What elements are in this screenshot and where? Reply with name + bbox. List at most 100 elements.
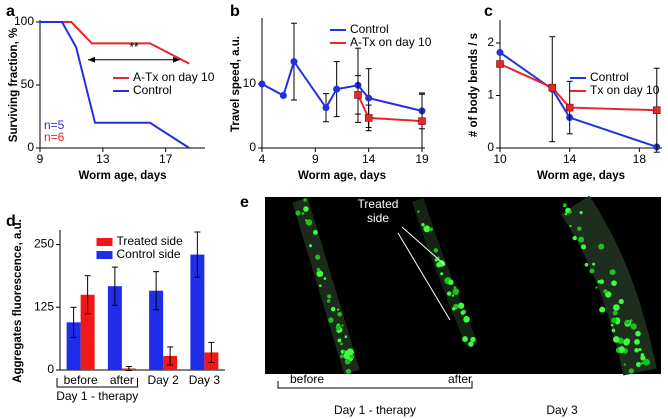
panel-letter: d bbox=[6, 213, 16, 230]
microscopy-panel: e Treated side before after Day 1 - ther… bbox=[240, 194, 661, 417]
point bbox=[565, 103, 574, 112]
series-line bbox=[499, 63, 657, 112]
y-axis-title: # of body bends / s bbox=[468, 33, 480, 137]
y-axis-title: Aggregates fluorescence, a.u. bbox=[12, 219, 24, 383]
bar bbox=[66, 322, 81, 370]
annotation: n=6 bbox=[44, 130, 65, 144]
error-bar bbox=[167, 346, 174, 366]
image-label: before bbox=[290, 372, 324, 386]
fluorescent-spot bbox=[623, 363, 626, 366]
fluorescent-spot bbox=[579, 211, 583, 215]
fluorescent-spot bbox=[618, 298, 624, 305]
y-tick-label: 10 bbox=[243, 76, 257, 90]
series-line bbox=[40, 21, 190, 65]
fluorescent-spot bbox=[323, 277, 327, 280]
x-tick-label: 18 bbox=[633, 152, 647, 166]
y-tick-label: 2 bbox=[487, 35, 494, 49]
error-bar bbox=[194, 231, 201, 278]
point bbox=[365, 94, 373, 102]
fluorescent-spot bbox=[629, 319, 633, 323]
y-tick-label: 0 bbox=[249, 140, 256, 154]
fluorescent-spot bbox=[305, 219, 313, 226]
x-tick-label: after bbox=[110, 373, 134, 387]
group-bracket bbox=[56, 378, 138, 388]
fluorescent-spot bbox=[598, 243, 605, 250]
fluorescent-spot bbox=[613, 304, 620, 311]
point bbox=[496, 48, 504, 56]
fluorescent-spot bbox=[612, 310, 618, 316]
fluorescent-spot bbox=[581, 244, 587, 250]
bar bbox=[107, 286, 122, 370]
fluorescent-spot bbox=[564, 212, 568, 216]
fluorescent-spot bbox=[345, 368, 352, 374]
point bbox=[548, 83, 557, 92]
fluorescent-spot bbox=[634, 348, 639, 353]
fluorescent-spot bbox=[340, 342, 343, 346]
panel-letter: c bbox=[484, 3, 493, 20]
fluorescent-spot bbox=[417, 210, 420, 213]
group-label: Day 1 - therapy bbox=[56, 389, 138, 403]
fluorescent-spot bbox=[638, 348, 642, 352]
group-bracket bbox=[277, 381, 473, 389]
fluorescent-spot bbox=[595, 286, 598, 289]
x-axis-title: Worm age, days bbox=[298, 170, 386, 182]
fluorescent-spot bbox=[624, 338, 631, 345]
point bbox=[653, 106, 661, 114]
x-tick-label: 9 bbox=[312, 152, 319, 166]
annotation: ** bbox=[129, 40, 139, 54]
fluorescent-spot bbox=[599, 306, 606, 313]
fluorescent-spot bbox=[611, 328, 616, 333]
y-axis-title: Surviving fraction, % bbox=[8, 28, 20, 142]
fluorescent-spot bbox=[429, 227, 433, 231]
fluorescent-spot bbox=[462, 336, 468, 342]
point bbox=[418, 117, 426, 125]
fluorescent-spot bbox=[584, 262, 589, 267]
x-tick-label: before bbox=[64, 373, 98, 387]
fluorescent-spot bbox=[453, 286, 457, 290]
y-tick-label: 0 bbox=[27, 140, 34, 154]
bar bbox=[80, 294, 95, 370]
fluorescent-spot bbox=[335, 324, 342, 331]
point bbox=[354, 91, 362, 99]
fluorescent-spot bbox=[350, 354, 355, 359]
worm-body bbox=[560, 195, 657, 376]
fluorescent-spot bbox=[303, 198, 307, 202]
error-bar bbox=[70, 306, 77, 338]
panel-letter: a bbox=[6, 3, 15, 20]
bar bbox=[190, 254, 205, 370]
fluorescent-spot bbox=[440, 272, 444, 276]
fluorescent-spot bbox=[316, 270, 324, 278]
y-tick-label: 0 bbox=[487, 140, 494, 154]
x-tick-label: 13 bbox=[96, 152, 110, 166]
point bbox=[279, 92, 287, 100]
point bbox=[258, 80, 266, 88]
fluorescent-spot bbox=[437, 256, 440, 259]
legend-label: Control bbox=[133, 83, 172, 97]
fluorescent-spot bbox=[327, 294, 332, 299]
fluorescent-spot bbox=[344, 350, 349, 355]
y-tick-label: 50 bbox=[21, 77, 35, 91]
point bbox=[290, 58, 298, 66]
group-label: Day 1 - therapy bbox=[334, 403, 416, 417]
worm-body bbox=[412, 198, 478, 348]
fluorescent-spot bbox=[337, 329, 341, 334]
y-tick-label: 0 bbox=[47, 362, 54, 376]
fluorescent-spot bbox=[610, 323, 614, 327]
legend-label: Control side bbox=[117, 247, 181, 261]
fluorescent-spot bbox=[295, 210, 301, 216]
annotation-pointer bbox=[401, 226, 446, 266]
bar bbox=[149, 290, 164, 370]
fluorescent-spot bbox=[630, 323, 637, 330]
fluorescent-spot bbox=[301, 211, 305, 215]
point bbox=[364, 114, 373, 122]
x-tick-label: 17 bbox=[159, 152, 173, 166]
error-bar bbox=[111, 266, 118, 306]
worm-body bbox=[292, 197, 360, 375]
fluorescent-spot bbox=[337, 311, 342, 317]
fluorescent-spot bbox=[312, 229, 318, 235]
fluorescent-spot bbox=[337, 308, 340, 311]
error-bar bbox=[125, 365, 132, 372]
fluorescent-spot bbox=[319, 284, 322, 287]
legend-label: Control bbox=[350, 22, 389, 36]
